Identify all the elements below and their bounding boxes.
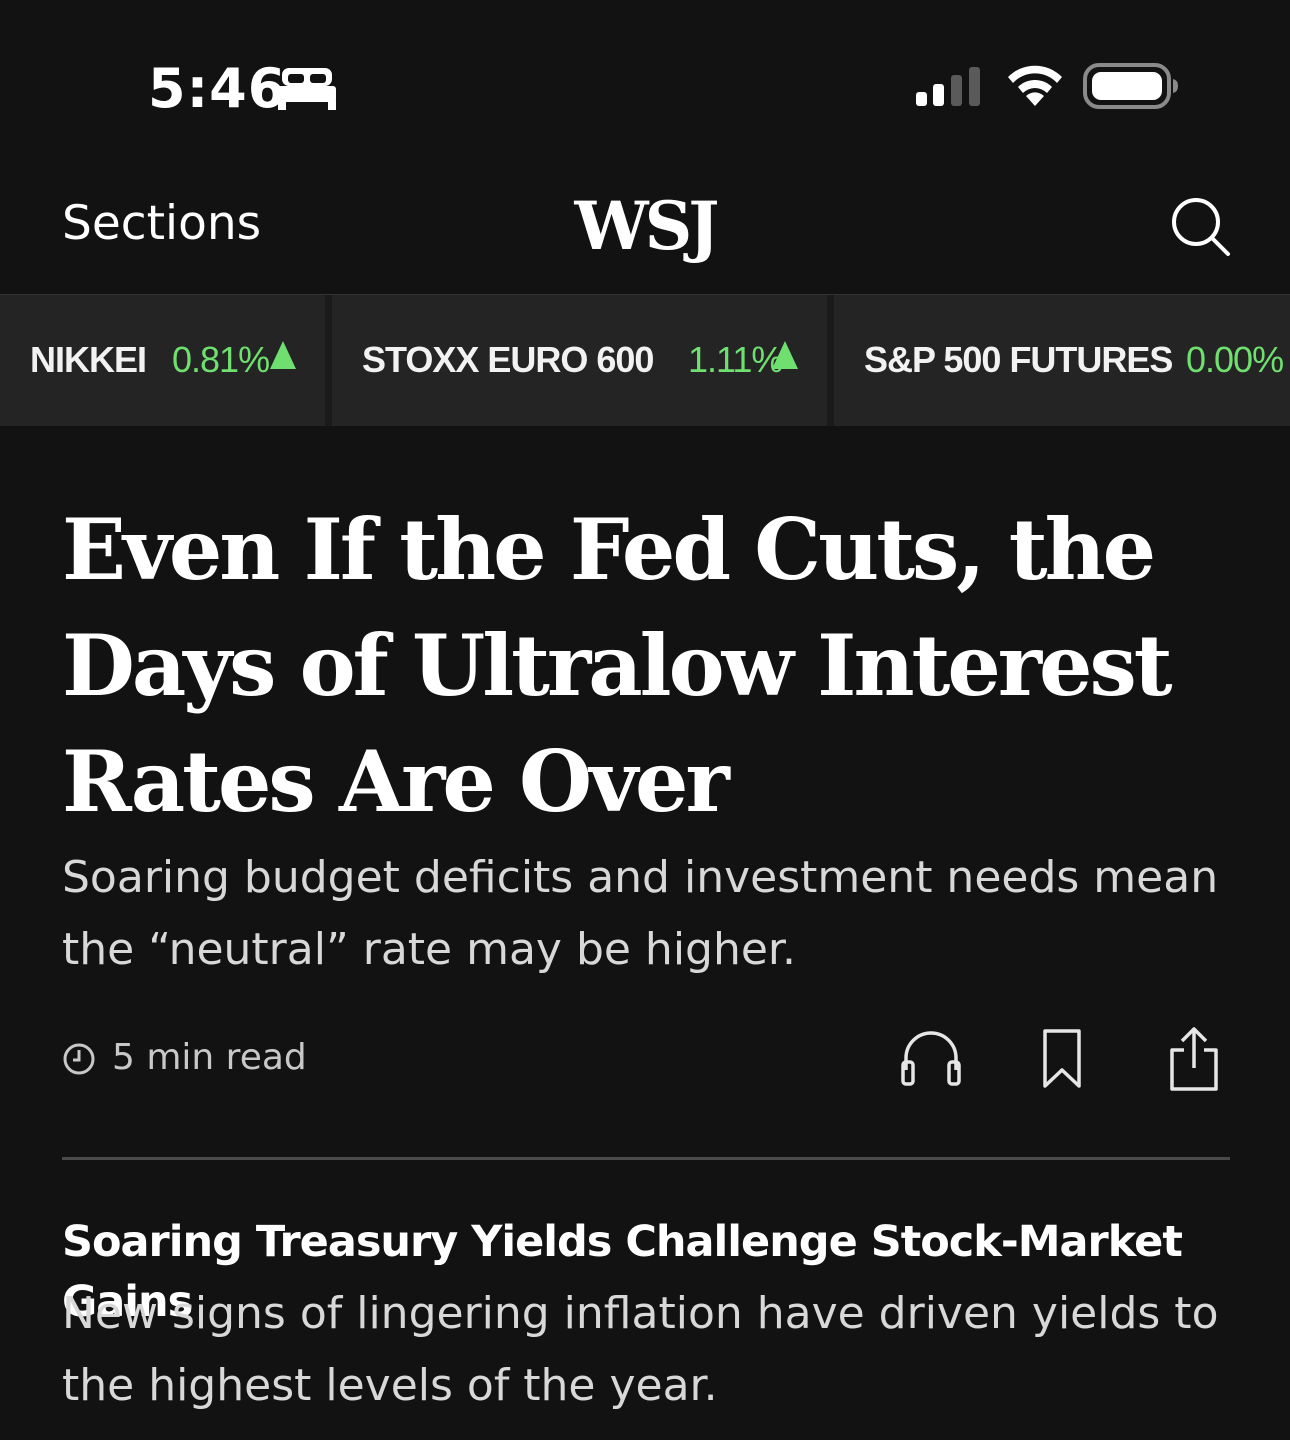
ticker-item-stoxx[interactable]: STOXX EURO 600 1.11% — [332, 295, 827, 426]
ticker-change: 0.00% — [1186, 339, 1284, 380]
ticker-change: 1.11% — [688, 339, 783, 380]
ticker-name: S&P 500 FUTURES — [864, 339, 1173, 380]
bookmark-icon[interactable] — [1042, 1028, 1082, 1090]
market-ticker[interactable]: NIKKEI 0.81% STOXX EURO 600 1.11% S&P 50… — [0, 294, 1290, 426]
wsj-logo[interactable]: WSJ — [574, 187, 719, 265]
article-divider — [62, 1157, 1230, 1160]
battery-icon — [1083, 63, 1178, 109]
up-arrow-icon — [270, 341, 296, 369]
headphones-icon[interactable] — [900, 1028, 962, 1090]
status-time: 5:46 — [148, 57, 287, 120]
main-article-dek[interactable]: Soaring budget deficits and investment n… — [62, 852, 1219, 975]
second-article-dek[interactable]: New signs of lingering inflation have dr… — [62, 1288, 1219, 1411]
status-bar: 5:46 — [0, 0, 1290, 180]
ticker-name: STOXX EURO 600 — [362, 339, 654, 380]
clock-icon — [63, 1043, 95, 1075]
nav-bar: Sections WSJ — [0, 180, 1290, 294]
up-arrow-icon — [772, 341, 798, 369]
share-icon[interactable] — [1166, 1026, 1222, 1092]
main-article-headline[interactable]: Even If the Fed Cuts, the Days of Ultral… — [62, 500, 1173, 831]
sections-button[interactable]: Sections — [62, 196, 262, 251]
cellular-signal-icon — [916, 67, 980, 106]
search-icon[interactable] — [1170, 196, 1232, 258]
ticker-item-nikkei[interactable]: NIKKEI 0.81% — [0, 295, 325, 426]
wifi-icon — [1008, 65, 1062, 106]
bed-icon — [278, 68, 336, 110]
article-meta-row: 5 min read — [62, 1026, 1230, 1096]
read-time: 5 min read — [112, 1037, 307, 1078]
ticker-item-sp500-futures[interactable]: S&P 500 FUTURES 0.00% — [834, 295, 1290, 426]
ticker-change: 0.81% — [172, 339, 270, 380]
second-article-headline[interactable]: Soaring Treasury Yields Challenge Stock-… — [62, 1217, 1183, 1327]
ticker-name: NIKKEI — [30, 339, 147, 380]
